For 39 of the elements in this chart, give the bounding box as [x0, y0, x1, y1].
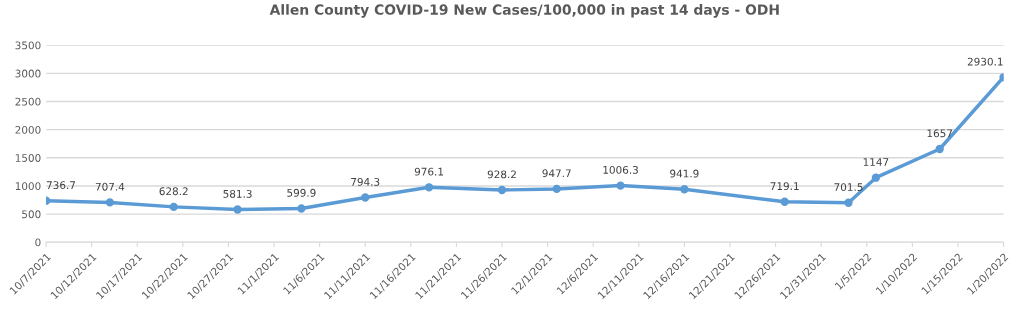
point: [233, 205, 242, 214]
point: [935, 144, 944, 154]
data-label: 941.9: [670, 169, 699, 178]
y-tick-label: 0: [35, 238, 41, 247]
point: [780, 197, 789, 206]
data-label: 628.2: [159, 187, 188, 196]
y-tick-label: 2000: [15, 125, 41, 134]
data-label: 719.1: [770, 182, 799, 191]
data-label: 701.5: [834, 183, 863, 192]
data-label: 976.1: [414, 167, 443, 176]
chart-title: Allen County COVID-19 New Cases/100,000 in past 14 days - ODH: [269, 4, 779, 18]
point: [424, 183, 434, 192]
y-tick-label: 1000: [15, 182, 41, 191]
point: [680, 185, 689, 194]
data-label: 928.2: [487, 170, 516, 179]
point: [616, 181, 625, 190]
point: [361, 193, 370, 202]
point: [497, 185, 507, 195]
y-tick-label: 3000: [15, 69, 41, 78]
y-tick-label: 500: [22, 210, 41, 219]
data-label: 581.3: [223, 189, 252, 198]
y-tick-label: 2500: [15, 97, 41, 106]
point: [871, 173, 881, 182]
point: [297, 204, 306, 213]
point: [844, 198, 853, 207]
data-label: 794.3: [351, 177, 380, 186]
data-label: 599.9: [287, 188, 316, 197]
data-label: 1657: [927, 129, 953, 138]
data-label: 947.7: [542, 169, 571, 178]
y-tick-label: 1500: [15, 154, 41, 162]
data-label: 1006.3: [603, 165, 638, 174]
point: [552, 184, 561, 194]
point: [105, 198, 115, 207]
data-label: 1147: [863, 158, 889, 166]
y-tick-label: 3500: [15, 41, 41, 50]
data-label: 2930.1: [967, 57, 1003, 66]
point: [169, 202, 178, 212]
data-label: 736.7: [46, 181, 76, 190]
data-label: 707.4: [95, 182, 125, 191]
